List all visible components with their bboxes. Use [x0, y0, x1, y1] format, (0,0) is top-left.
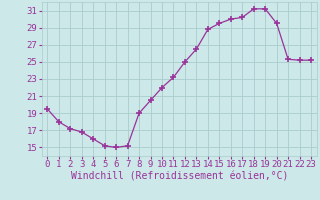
X-axis label: Windchill (Refroidissement éolien,°C): Windchill (Refroidissement éolien,°C) — [70, 172, 288, 182]
